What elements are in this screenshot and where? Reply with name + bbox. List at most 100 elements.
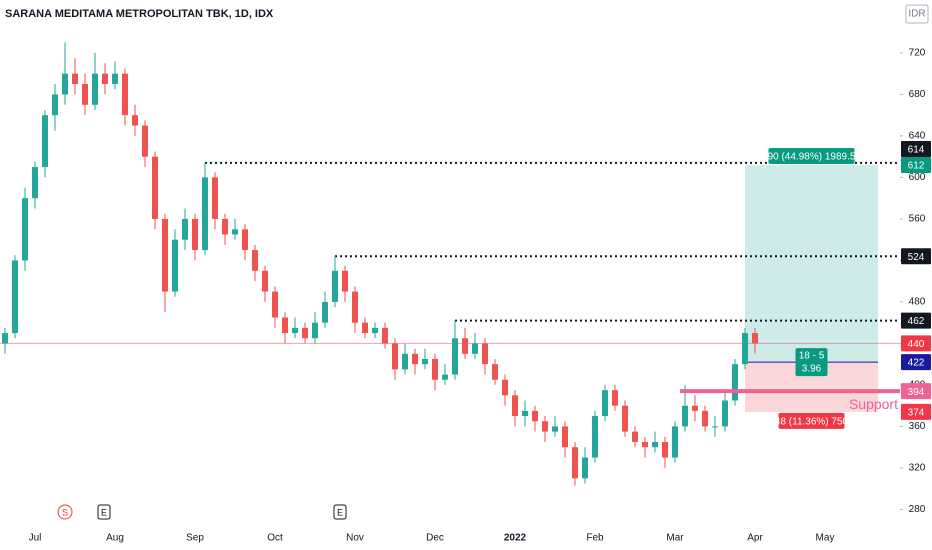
candle-body — [672, 426, 678, 458]
candle-body — [662, 441, 668, 458]
event-icon[interactable] — [333, 504, 347, 520]
x-tick-label: Dec — [426, 533, 444, 544]
x-tick-label: Sep — [186, 533, 204, 544]
price-tag-label: 462 — [908, 316, 925, 327]
x-tick-label: May — [816, 533, 835, 544]
candle-body — [692, 405, 698, 411]
candle-body — [62, 73, 68, 95]
chart-title: SARANA MEDITAMA METROPOLITAN TBK, 1D, ID… — [5, 8, 274, 20]
candle-body — [442, 374, 448, 380]
currency-box[interactable] — [905, 4, 929, 24]
candle-body — [142, 125, 148, 157]
x-tick-label: Oct — [267, 533, 283, 544]
ratio-label-bg — [795, 348, 828, 377]
candle-body — [282, 317, 288, 334]
ratio-label: 18 - 5 — [799, 351, 825, 362]
candle-body — [482, 343, 488, 365]
price-tag — [901, 312, 931, 329]
y-tick-label: 680 — [909, 89, 926, 100]
candle-body — [352, 291, 358, 323]
candle-body — [382, 327, 388, 344]
candle-body — [732, 364, 738, 401]
candle-body — [572, 447, 578, 479]
price-tag — [901, 156, 931, 173]
candle-body — [562, 426, 568, 448]
candle-body — [612, 390, 618, 406]
event-label: E — [337, 507, 343, 517]
y-tick-label: 480 — [909, 297, 926, 308]
candle-body — [302, 327, 308, 339]
y-tick-label: 320 — [909, 463, 926, 474]
candle-body — [752, 333, 758, 344]
candle-body — [622, 405, 628, 432]
price-tag — [901, 403, 931, 420]
candle-body — [292, 327, 298, 334]
candle-body — [172, 239, 178, 292]
candle-body — [582, 457, 588, 479]
price-tag-label: 440 — [908, 339, 925, 350]
candle-body — [322, 301, 328, 323]
candle-body — [742, 333, 748, 365]
candle-body — [152, 156, 158, 219]
candle-body — [402, 353, 408, 370]
candle-body — [552, 426, 558, 432]
price-tag-label: 422 — [908, 358, 925, 369]
candle-body — [392, 343, 398, 370]
price-tag — [901, 354, 931, 371]
candle-body — [332, 270, 338, 302]
candle-body — [12, 260, 18, 334]
x-tick-label: Jul — [29, 533, 42, 544]
candle-body — [422, 358, 428, 365]
y-tick-label: 640 — [909, 131, 926, 142]
y-tick-label: 360 — [909, 421, 926, 432]
candle-body — [472, 343, 478, 354]
candle-body — [192, 218, 198, 251]
candle-body — [432, 358, 438, 380]
candle-body — [522, 410, 528, 417]
x-tick-label: Mar — [666, 533, 684, 544]
price-tag-label: 374 — [908, 408, 925, 419]
event-icon[interactable] — [97, 504, 111, 520]
candle-body — [42, 115, 48, 168]
candle-body — [2, 333, 8, 344]
candle-body — [712, 426, 718, 428]
candle-body — [242, 229, 248, 251]
candle-body — [452, 338, 458, 375]
candle-body — [642, 441, 648, 448]
candle-body — [412, 353, 418, 365]
candle-body — [722, 400, 728, 427]
price-tag-label: 394 — [908, 387, 925, 398]
price-tag — [901, 383, 931, 400]
candle-body — [342, 270, 348, 292]
candle-body — [112, 73, 118, 85]
candle-body — [312, 322, 318, 339]
event-icon[interactable] — [57, 504, 73, 520]
x-tick-label: Aug — [106, 533, 124, 544]
price-tag-label: 524 — [908, 252, 925, 263]
candle-body — [22, 198, 28, 261]
candle-body — [52, 94, 58, 116]
candle-body — [252, 250, 258, 271]
candle-body — [632, 431, 638, 442]
candle-body — [682, 405, 688, 427]
price-tag-label: 612 — [908, 161, 925, 172]
candle-body — [262, 270, 268, 292]
candle-body — [72, 73, 78, 85]
candle-body — [272, 291, 278, 318]
price-tag-label: 614 — [908, 145, 925, 156]
event-label: S — [62, 507, 68, 517]
candle-body — [102, 73, 108, 85]
candle-body — [132, 115, 138, 126]
candle-body — [372, 327, 378, 334]
currency[interactable]: IDR — [908, 9, 925, 20]
candle-body — [492, 364, 498, 380]
position-label: 190 (44.98%) 1989.58 — [762, 152, 861, 163]
ratio-label: 3.96 — [802, 364, 822, 375]
x-tick-label: Feb — [586, 533, 604, 544]
candle-body — [532, 410, 538, 422]
candle-body — [202, 177, 208, 251]
position-label-bg — [778, 412, 845, 429]
candle-body — [222, 218, 228, 235]
